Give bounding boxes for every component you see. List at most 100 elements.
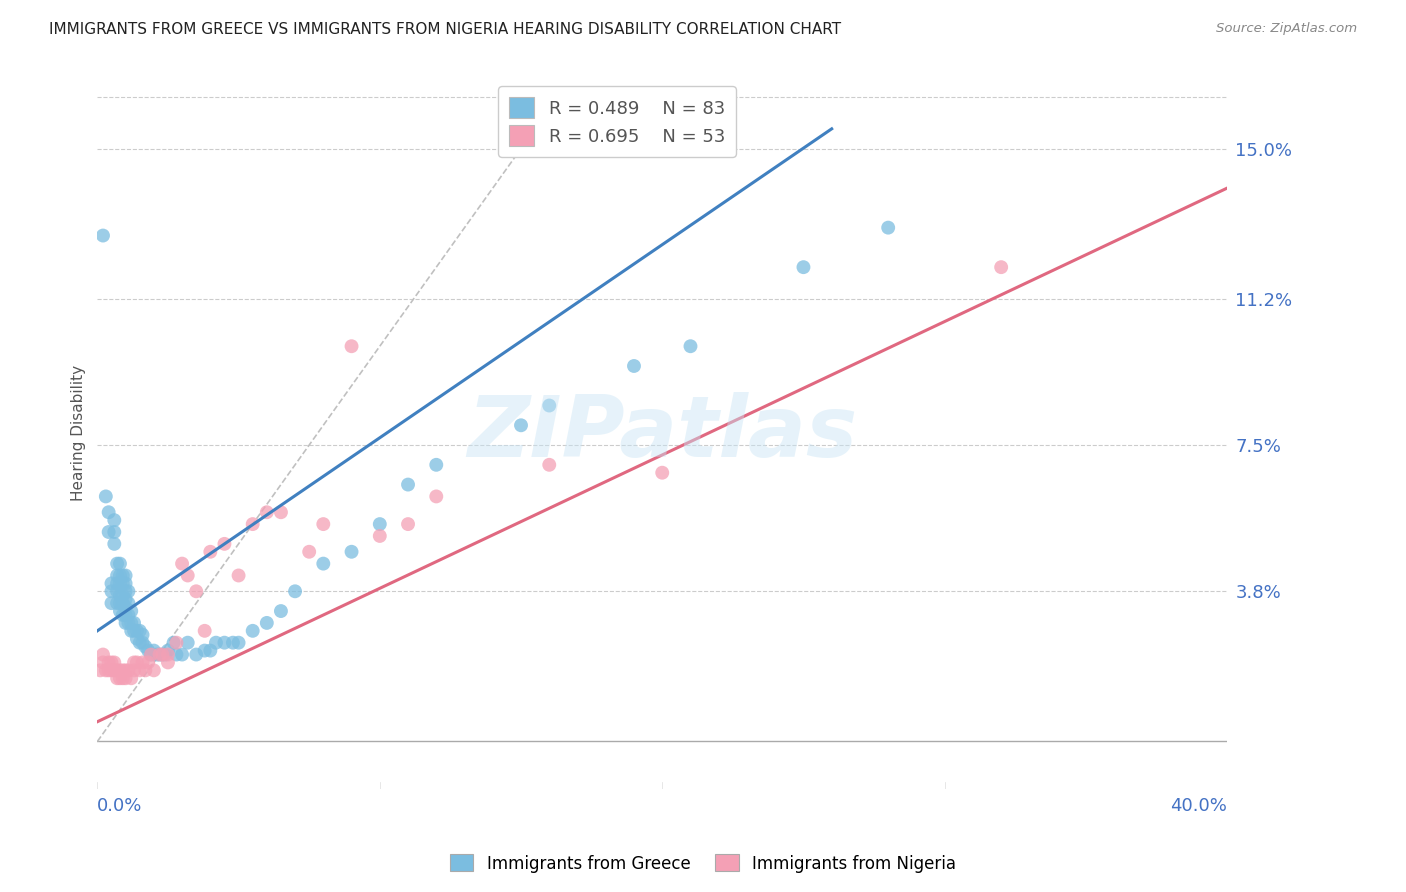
Legend: Immigrants from Greece, Immigrants from Nigeria: Immigrants from Greece, Immigrants from … <box>443 847 963 880</box>
Text: IMMIGRANTS FROM GREECE VS IMMIGRANTS FROM NIGERIA HEARING DISABILITY CORRELATION: IMMIGRANTS FROM GREECE VS IMMIGRANTS FRO… <box>49 22 841 37</box>
Point <box>623 359 645 373</box>
Point <box>122 624 145 638</box>
Point <box>148 648 170 662</box>
Point <box>139 648 162 662</box>
Point <box>368 529 391 543</box>
Point <box>103 656 125 670</box>
Point <box>111 607 134 622</box>
Point <box>205 635 228 649</box>
Point <box>114 600 136 615</box>
Point <box>134 640 156 654</box>
Point <box>111 664 134 678</box>
Point <box>312 557 335 571</box>
Y-axis label: Hearing Disability: Hearing Disability <box>72 365 86 501</box>
Point <box>194 643 217 657</box>
Point <box>256 505 278 519</box>
Point <box>312 517 335 532</box>
Point <box>145 648 167 662</box>
Point <box>125 624 148 638</box>
Point <box>425 458 447 472</box>
Point <box>120 604 142 618</box>
Point <box>139 648 162 662</box>
Point <box>214 635 236 649</box>
Point <box>153 648 176 662</box>
Point <box>97 664 120 678</box>
Point <box>242 624 264 638</box>
Point <box>105 568 128 582</box>
Point <box>111 568 134 582</box>
Point <box>97 524 120 539</box>
Point <box>142 643 165 657</box>
Point <box>186 648 208 662</box>
Point <box>200 643 222 657</box>
Point <box>114 671 136 685</box>
Point <box>131 635 153 649</box>
Point <box>117 664 139 678</box>
Point <box>114 615 136 630</box>
Point <box>148 648 170 662</box>
Point <box>108 576 131 591</box>
Point <box>100 656 122 670</box>
Point <box>105 596 128 610</box>
Point <box>111 588 134 602</box>
Point <box>256 615 278 630</box>
Point <box>162 635 184 649</box>
Point <box>117 607 139 622</box>
Point <box>156 648 179 662</box>
Point <box>214 537 236 551</box>
Point <box>108 596 131 610</box>
Point <box>108 557 131 571</box>
Point <box>538 458 561 472</box>
Point <box>120 615 142 630</box>
Point <box>128 635 150 649</box>
Point <box>114 592 136 607</box>
Point <box>270 604 292 618</box>
Point <box>103 537 125 551</box>
Point <box>105 664 128 678</box>
Point <box>103 664 125 678</box>
Point <box>100 664 122 678</box>
Point <box>120 671 142 685</box>
Point <box>172 557 194 571</box>
Legend: R = 0.489    N = 83, R = 0.695    N = 53: R = 0.489 N = 83, R = 0.695 N = 53 <box>498 87 735 157</box>
Point <box>131 656 153 670</box>
Point <box>134 664 156 678</box>
Point <box>114 584 136 599</box>
Point <box>156 656 179 670</box>
Point <box>114 664 136 678</box>
Point <box>108 604 131 618</box>
Point <box>186 584 208 599</box>
Point <box>105 557 128 571</box>
Text: 0.0%: 0.0% <box>97 797 143 814</box>
Point <box>242 517 264 532</box>
Point <box>298 545 321 559</box>
Point <box>142 664 165 678</box>
Point <box>105 576 128 591</box>
Text: ZIPatlas: ZIPatlas <box>467 392 858 475</box>
Point <box>651 466 673 480</box>
Point <box>136 656 159 670</box>
Point <box>91 656 114 670</box>
Point <box>150 648 173 662</box>
Point <box>990 260 1012 275</box>
Point <box>120 624 142 638</box>
Point <box>136 643 159 657</box>
Point <box>100 576 122 591</box>
Point <box>122 664 145 678</box>
Point <box>194 624 217 638</box>
Point <box>108 588 131 602</box>
Point <box>122 656 145 670</box>
Point <box>284 584 307 599</box>
Point <box>270 505 292 519</box>
Text: 40.0%: 40.0% <box>1170 797 1227 814</box>
Point <box>117 615 139 630</box>
Point <box>91 228 114 243</box>
Point <box>177 568 200 582</box>
Point <box>100 584 122 599</box>
Point <box>94 664 117 678</box>
Point <box>538 399 561 413</box>
Point <box>100 596 122 610</box>
Point <box>111 576 134 591</box>
Point <box>425 490 447 504</box>
Point <box>108 568 131 582</box>
